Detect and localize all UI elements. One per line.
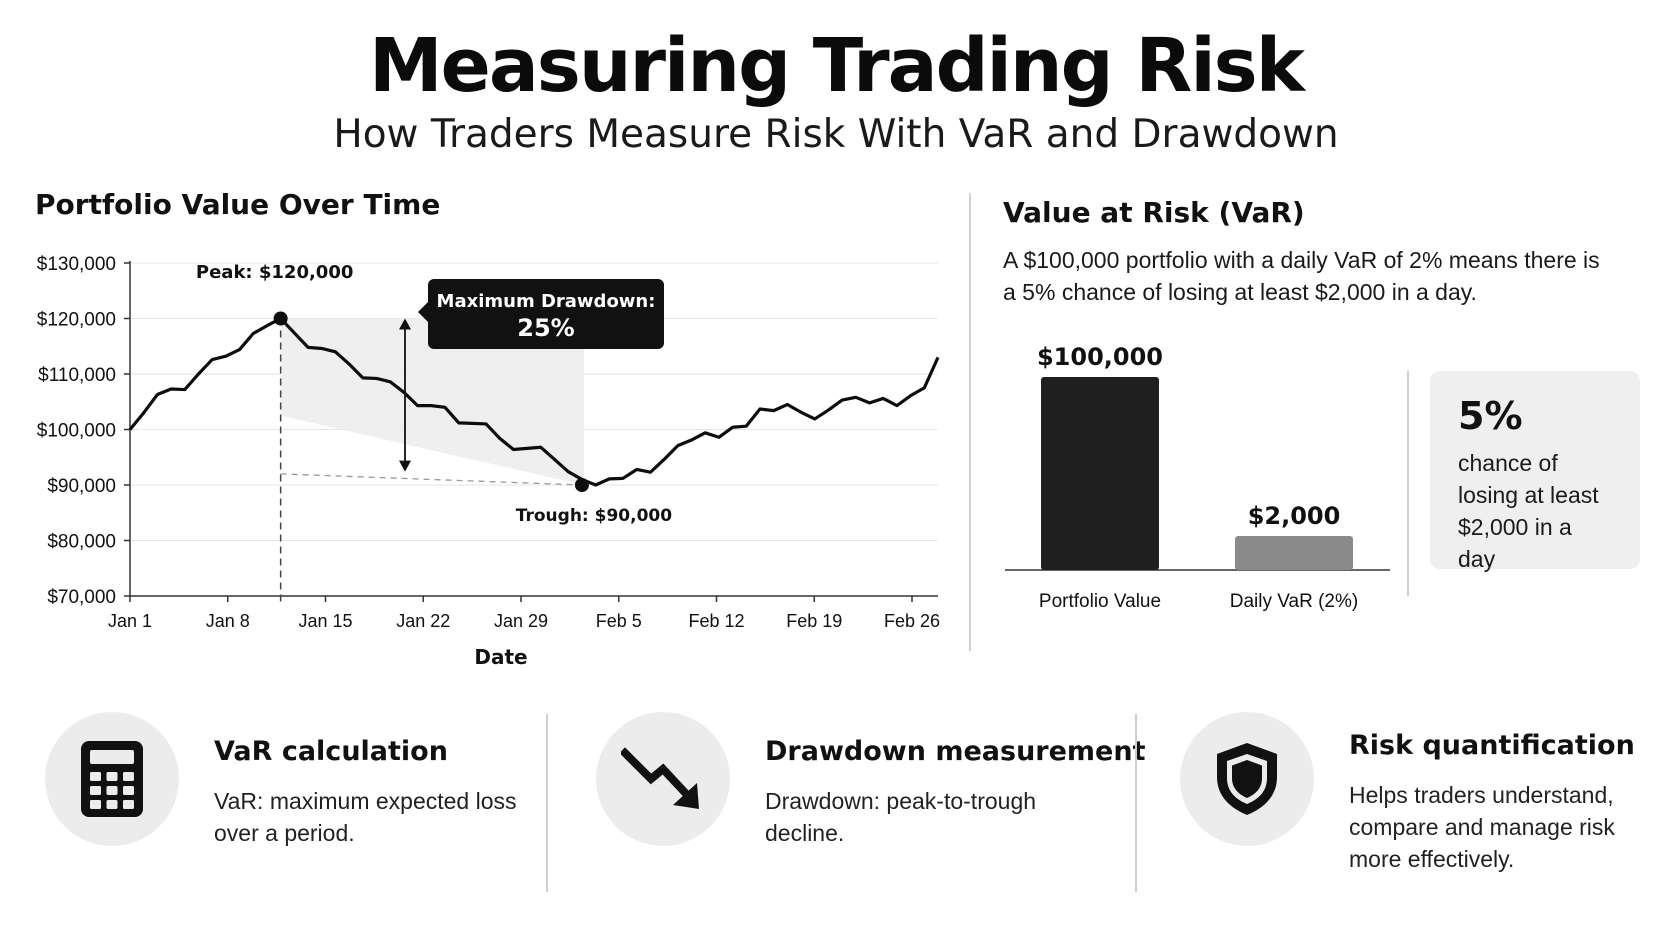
x-tick-label: Feb 12 — [688, 611, 744, 631]
callout-percentage: 5% — [1458, 394, 1523, 438]
page-title: Measuring Trading Risk — [369, 23, 1305, 109]
bar-category-label: Portfolio Value — [1039, 591, 1161, 612]
y-tick-label: $110,000 — [38, 365, 116, 386]
trough-label: Trough: $90,000 — [516, 506, 672, 526]
y-tick-label: $80,000 — [47, 532, 116, 553]
y-tick-label: $120,000 — [37, 310, 116, 331]
peak-label: Peak: $120,000 — [196, 262, 354, 283]
trending-down-icon — [596, 712, 730, 846]
calculator-icon — [45, 712, 179, 846]
x-tick-label: Jan 29 — [494, 611, 548, 631]
drawdown-arrow-head — [399, 318, 411, 330]
trough-marker — [574, 478, 589, 492]
y-tick-label: $70,000 — [47, 587, 116, 608]
x-tick-label: Feb 19 — [786, 611, 842, 631]
callout-text: chance of losing at least $2,000 in a da… — [1458, 450, 1599, 572]
drawdown-value: 25% — [517, 314, 574, 342]
var-bar-chart: $100,000 Portfolio Value $2,000 Daily VaR (… — [1005, 343, 1390, 612]
callout-divider — [1407, 371, 1409, 596]
peak-marker — [273, 311, 288, 326]
y-tick-label: $100,000 — [37, 421, 116, 442]
card-drawdown-measurement: Drawdown measurement Drawdown: peak-to-t… — [596, 712, 1146, 892]
y-tick-label: $130,000 — [37, 254, 116, 275]
portfolio-line-chart: $70,000 $80,000 $90,000 $100,000 $110,000 $12… — [37, 254, 940, 669]
drawdown-callout-pointer — [418, 302, 428, 322]
var-title: Value at Risk (VaR) — [1003, 196, 1305, 229]
var-description: A $100,000 portfolio with a daily VaR of… — [1003, 247, 1600, 305]
card-divider — [1135, 714, 1137, 892]
bar-value-label: $2,000 — [1248, 502, 1341, 530]
x-tick-label: Jan 1 — [108, 611, 152, 631]
card-text: Helps traders understand, compare and ma… — [1349, 782, 1615, 872]
page-subtitle: How Traders Measure Risk With VaR and Dr… — [333, 112, 1339, 157]
card-text: VaR: maximum expected loss over a period… — [214, 788, 517, 846]
x-tick-label: Jan 15 — [298, 611, 352, 631]
drawdown-arrow-head — [399, 460, 411, 472]
section-divider — [969, 193, 971, 651]
card-text: Drawdown: peak-to-trough decline. — [765, 788, 1037, 846]
bar — [1041, 377, 1159, 570]
card-divider — [546, 714, 548, 892]
card-title: VaR calculation — [214, 736, 448, 767]
x-tick-label: Feb 26 — [884, 611, 940, 631]
x-axis-label: Date — [474, 645, 527, 669]
drawdown-label: Maximum Drawdown: — [437, 291, 656, 312]
y-tick-label: $90,000 — [47, 476, 116, 497]
card-title: Drawdown measurement — [765, 736, 1146, 767]
bar-category-label: Daily VaR (2%) — [1230, 591, 1358, 612]
drawdown-callout — [428, 279, 664, 349]
x-tick-label: Jan 8 — [206, 611, 250, 631]
trough-guide-line — [280, 473, 582, 486]
card-title: Risk quantification — [1349, 730, 1635, 761]
x-tick-label: Jan 22 — [396, 611, 450, 631]
series-line — [128, 316, 940, 487]
card-var-calculation: VaR calculation VaR: maximum expected lo… — [45, 712, 525, 892]
var-callout: 5% chance of losing at least $2,000 in a… — [1430, 371, 1640, 572]
x-tick-label: Feb 5 — [596, 611, 642, 631]
bar-value-label: $100,000 — [1037, 343, 1163, 371]
line-chart-title: Portfolio Value Over Time — [35, 188, 441, 221]
bar — [1235, 536, 1353, 570]
shield-icon — [1180, 712, 1314, 846]
card-risk-quantification: Risk quantification Helps traders unders… — [1180, 712, 1660, 892]
